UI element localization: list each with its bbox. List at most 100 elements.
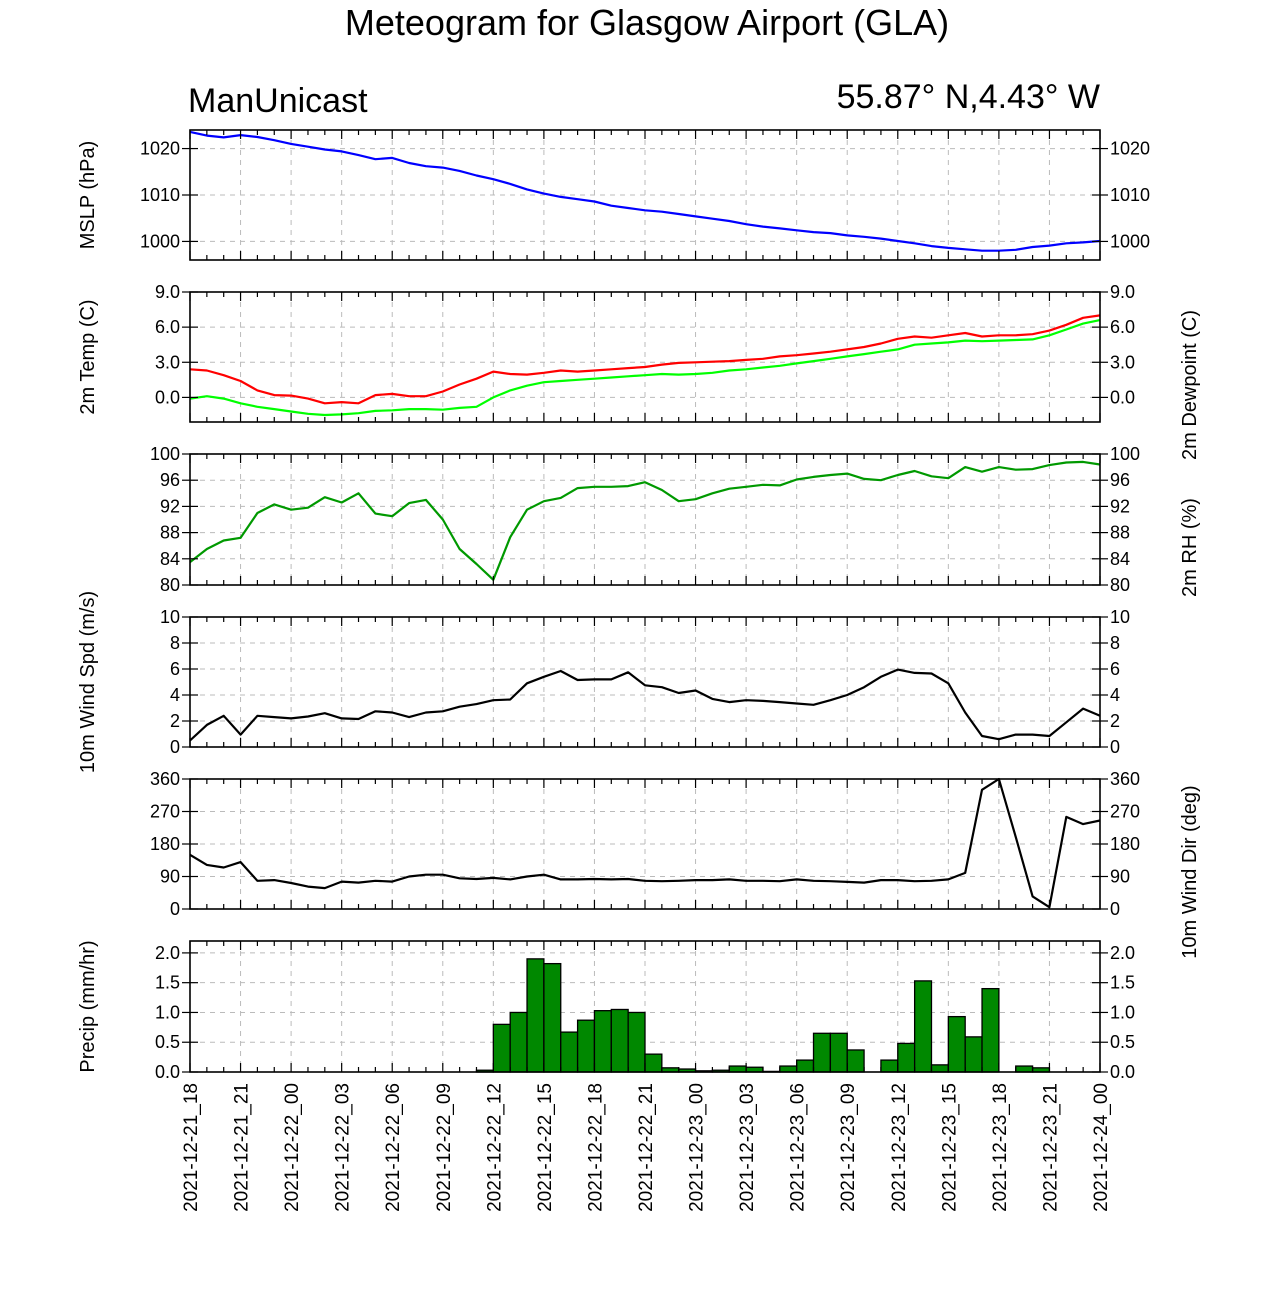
precip-bar: [492, 1023, 511, 1073]
time-tick-label: 2021-12-21_21: [232, 1083, 253, 1212]
y-tick-label-left: 6.0: [155, 317, 180, 337]
precip-bar: [779, 1065, 798, 1073]
series-line-0: [189, 668, 1101, 742]
mslp-panel: 1000 1000 1010 1010 1020 1020 MSLP (hPa): [77, 129, 1150, 261]
precip-bar: [576, 1019, 596, 1073]
y-tick-label-left: 0.0: [155, 1062, 180, 1082]
y-tick-label-right: 90: [1110, 867, 1130, 887]
y-tick-label-right: 0.0: [1110, 387, 1135, 407]
y-tick-label-right: 6.0: [1110, 317, 1135, 337]
time-tick-label: 2021-12-23_03: [737, 1083, 758, 1212]
y-axis-label-left: 2m Temp (C): [77, 299, 99, 414]
y-axis-label-right: 10m Wind Dir (deg): [1179, 785, 1201, 958]
y-tick-label-left: 96: [160, 470, 180, 490]
y-tick-label-right: 2.0: [1110, 943, 1135, 963]
series-line-0: [189, 460, 1101, 581]
y-tick-label-left: 1.0: [155, 1002, 180, 1022]
y-tick-label-right: 1000: [1110, 231, 1150, 251]
y-tick-label-right: 92: [1110, 496, 1130, 516]
precip-bar: [796, 1059, 815, 1073]
time-tick-label: 2021-12-23_00: [687, 1083, 708, 1212]
y-axis-label-right: 2m Dewpoint (C): [1179, 310, 1201, 460]
y-tick-label-right: 96: [1110, 470, 1130, 490]
precip-bar: [610, 1008, 629, 1073]
y-tick-label-right: 360: [1110, 769, 1140, 789]
y-tick-label-right: 0: [1110, 737, 1120, 757]
y-tick-label-left: 84: [160, 549, 180, 569]
precip-bar: [627, 1011, 646, 1073]
precip-bar: [947, 1015, 966, 1073]
y-tick-label-left: 1.5: [155, 973, 180, 993]
y-tick-label-right: 100: [1110, 444, 1140, 464]
y-tick-label-right: 6: [1110, 659, 1120, 679]
rh-panel: 80 80 84 84 88 88 92 92 96 96 100 100 2m RH (%): [150, 444, 1201, 597]
temperature-panel: 0.0 0.0 3.0 3.0 6.0 6.0 9.0 9.0 2m Temp (C) 2m De…: [77, 282, 1201, 460]
precip-bar: [1015, 1065, 1034, 1073]
y-tick-label-left: 2: [170, 711, 180, 731]
y-tick-label-left: 88: [160, 523, 180, 543]
y-axis-label-left: 10m Wind Spd (m/s): [77, 591, 99, 773]
precip-bar: [880, 1059, 899, 1073]
y-tick-label-right: 84: [1110, 549, 1130, 569]
y-tick-label-right: 88: [1110, 523, 1130, 543]
series-line-0: [189, 777, 1101, 909]
y-tick-label-right: 180: [1110, 834, 1140, 854]
y-tick-label-right: 8: [1110, 633, 1120, 653]
y-tick-label-right: 1.0: [1110, 1002, 1135, 1022]
wind-speed-panel: 0 0 2 2 4 4 6 6 8 8 10 10 10m Wind Spd (m/s): [77, 591, 1130, 773]
y-tick-label-left: 6: [170, 659, 180, 679]
y-tick-label-right: 0.0: [1110, 1062, 1135, 1082]
time-tick-label: 2021-12-22_18: [585, 1083, 606, 1212]
y-tick-label-left: 100: [150, 444, 180, 464]
time-tick-label: 2021-12-22_12: [484, 1083, 505, 1212]
precip-panel: 0.0 0.0 0.5 0.5 1.0 1.0 1.5 1.5 2.0 2.0 Precip (mm…: [77, 940, 1135, 1082]
precip-bar: [593, 1010, 612, 1073]
y-tick-label-left: 4: [170, 685, 180, 705]
precip-bar: [964, 1036, 983, 1073]
precip-bar: [509, 1011, 528, 1073]
y-tick-label-right: 1020: [1110, 139, 1150, 159]
y-tick-label-right: 0: [1110, 899, 1120, 919]
y-axis-label-left: Precip (mm/hr): [77, 940, 99, 1072]
model-label: ManUnicast: [188, 82, 368, 120]
precip-bar: [812, 1032, 832, 1073]
precip-bar: [543, 962, 562, 1073]
time-tick-label: 2021-12-22_21: [636, 1083, 657, 1212]
precip-bar: [644, 1053, 663, 1073]
y-tick-label-right: 2: [1110, 711, 1120, 731]
y-tick-label-left: 90: [160, 867, 180, 887]
time-tick-label: 2021-12-23_21: [1040, 1083, 1061, 1212]
location-label: 55.87° N,4.43° W: [837, 78, 1100, 116]
y-tick-label-right: 80: [1110, 575, 1130, 595]
y-tick-label-left: 1010: [140, 185, 180, 205]
precip-bar: [728, 1065, 747, 1073]
precip-bar: [913, 980, 933, 1073]
y-tick-label-left: 360: [150, 769, 180, 789]
precip-bar: [829, 1032, 848, 1073]
y-tick-label-left: 2.0: [155, 943, 180, 963]
y-tick-label-left: 92: [160, 496, 180, 516]
time-tick-label: 2021-12-22_00: [282, 1083, 303, 1212]
y-tick-label-left: 0: [170, 899, 180, 919]
y-tick-label-left: 10: [160, 607, 180, 627]
time-tick-label: 2021-12-24_00: [1091, 1083, 1112, 1212]
precip-bar: [930, 1064, 949, 1073]
precip-bar: [526, 958, 545, 1073]
y-tick-label-left: 1000: [140, 231, 180, 251]
time-tick-label: 2021-12-22_15: [535, 1083, 556, 1212]
time-tick-label: 2021-12-22_03: [333, 1083, 354, 1212]
y-tick-label-left: 270: [150, 802, 180, 822]
y-tick-label-right: 270: [1110, 802, 1140, 822]
y-tick-label-left: 80: [160, 575, 180, 595]
precip-bar: [846, 1049, 865, 1073]
y-tick-label-right: 10: [1110, 607, 1130, 627]
y-tick-label-left: 0.5: [155, 1032, 180, 1052]
time-tick-label: 2021-12-22_09: [434, 1083, 455, 1212]
y-tick-label-right: 3.0: [1110, 352, 1135, 372]
precip-bar: [560, 1031, 579, 1073]
wind-direction-panel: 0 0 90 90 180 180 270 270 360 360 10m Wind Dir (de…: [150, 769, 1201, 959]
y-axis-label-left: MSLP (hPa): [77, 141, 99, 250]
precip-bar: [897, 1042, 916, 1073]
